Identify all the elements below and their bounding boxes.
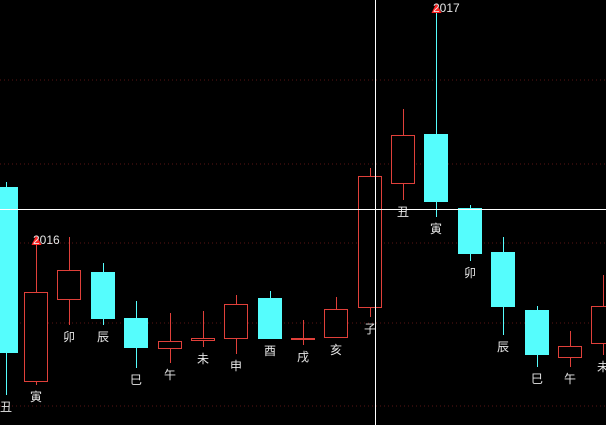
- candle-body-0: [0, 187, 18, 353]
- candle-body-1: [24, 292, 48, 382]
- peak-label-1: 2017: [433, 1, 460, 15]
- candle-body-15: [491, 252, 515, 307]
- candle-label-9: 戌: [297, 350, 309, 364]
- candle-label-17: 午: [564, 372, 576, 386]
- candle-body-8: [258, 298, 282, 339]
- candle-label-10: 亥: [330, 343, 342, 357]
- candle-body-12: [391, 135, 415, 184]
- candle-body-3: [91, 272, 115, 319]
- candle-label-6: 未: [197, 352, 209, 366]
- candle-body-4: [124, 318, 148, 348]
- candle-label-18: 未: [597, 360, 606, 374]
- candle-body-6: [191, 338, 215, 341]
- candle-label-5: 午: [164, 368, 176, 382]
- candle-label-0: 丑: [0, 400, 12, 414]
- candle-body-10: [324, 309, 348, 338]
- peak-marker-0: [31, 235, 42, 245]
- candle-label-16: 巳: [531, 372, 543, 386]
- candle-body-17: [558, 346, 582, 358]
- candle-label-15: 辰: [497, 340, 509, 354]
- candle-label-1: 寅: [30, 389, 42, 404]
- candle-body-2: [57, 270, 81, 300]
- candle-body-14: [458, 208, 482, 254]
- candle-body-16: [525, 310, 549, 355]
- candle-body-18: [591, 306, 606, 344]
- candle-label-2: 卯: [63, 330, 75, 344]
- candle-body-13: [424, 134, 448, 202]
- candle-label-12: 丑: [397, 205, 409, 219]
- candle-label-11: 子: [364, 322, 376, 336]
- candle-body-5: [158, 341, 182, 349]
- peak-label-0: 2016: [33, 233, 60, 247]
- candle-label-7: 申: [230, 359, 242, 373]
- peak-marker-1: [431, 3, 442, 13]
- candle-label-13: 寅: [430, 221, 442, 236]
- candle-body-9: [291, 338, 315, 340]
- candle-body-7: [224, 304, 248, 339]
- candle-label-8: 酉: [264, 344, 276, 358]
- candle-label-4: 巳: [130, 373, 142, 387]
- candle-label-3: 辰: [97, 330, 109, 344]
- candle-label-14: 卯: [464, 266, 476, 280]
- candle-body-11: [358, 176, 382, 308]
